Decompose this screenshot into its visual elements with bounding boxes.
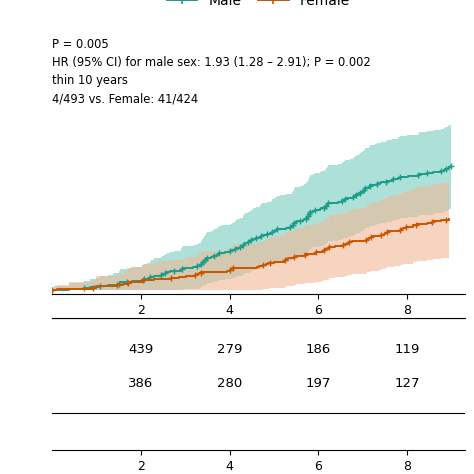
Text: P = 0.005
HR (95% CI) for male sex: 1.93 (1.28 – 2.91); P = 0.002
thin 10 years
: P = 0.005 HR (95% CI) for male sex: 1.93… xyxy=(52,38,371,105)
Text: 280: 280 xyxy=(217,377,242,391)
Legend: Male, Female: Male, Female xyxy=(161,0,356,13)
Text: 186: 186 xyxy=(306,343,331,356)
Text: 197: 197 xyxy=(306,377,331,391)
X-axis label: Time (year): Time (year) xyxy=(220,322,297,335)
Text: 119: 119 xyxy=(394,343,419,356)
Text: 386: 386 xyxy=(128,377,154,391)
Text: 279: 279 xyxy=(217,343,242,356)
Text: 127: 127 xyxy=(394,377,419,391)
Text: 439: 439 xyxy=(128,343,154,356)
